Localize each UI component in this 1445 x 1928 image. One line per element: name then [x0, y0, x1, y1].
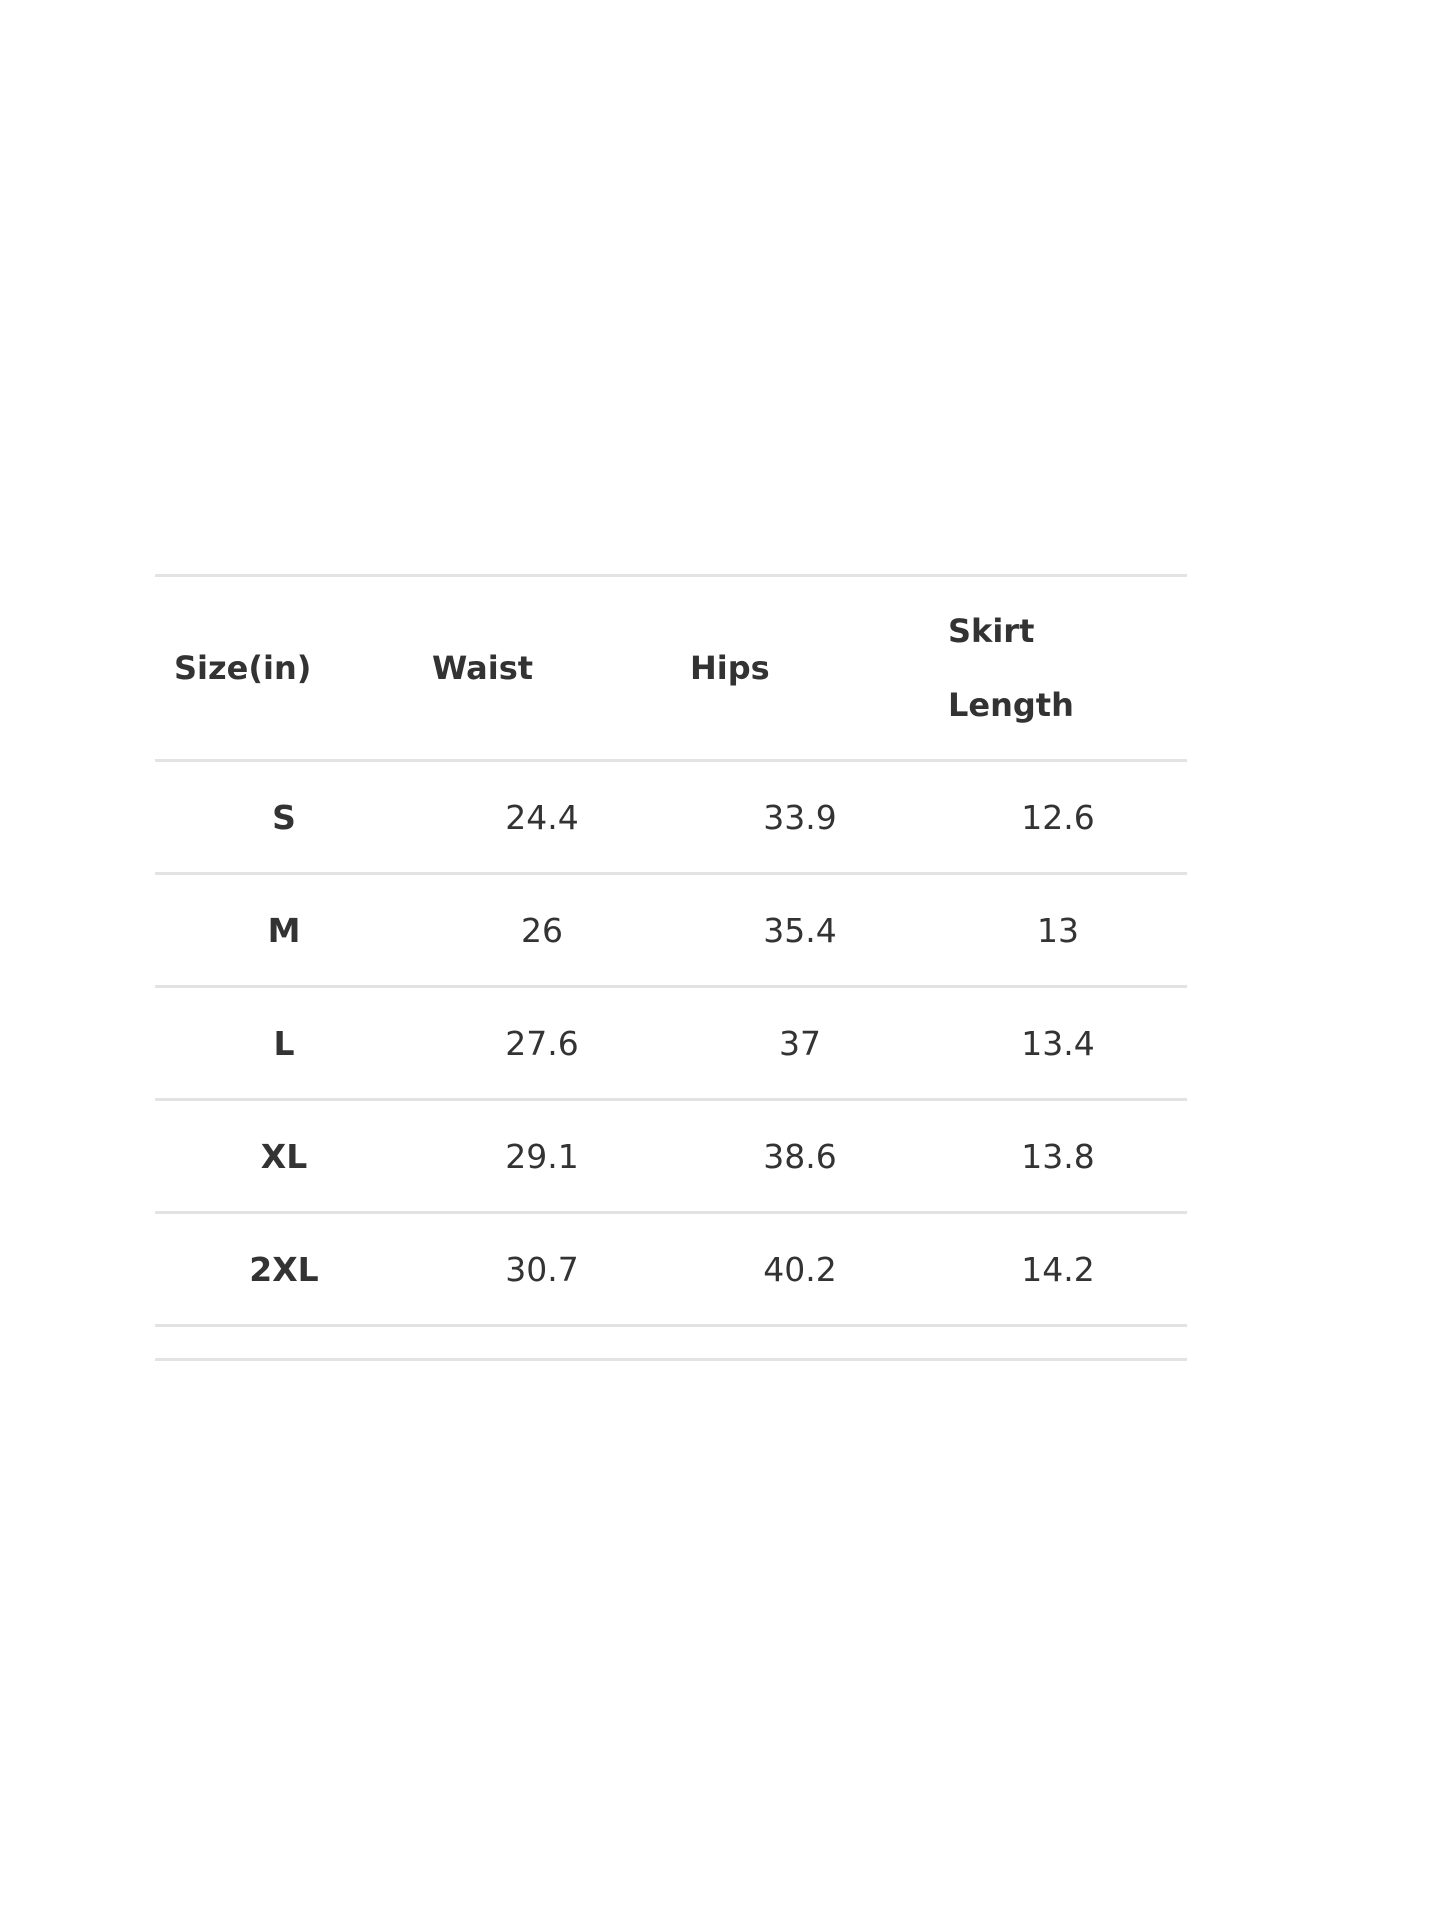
size-cell: XL — [155, 1099, 413, 1214]
empty-cell — [155, 1325, 413, 1361]
hips-cell: 35.4 — [671, 873, 929, 988]
waist-cell: 26 — [413, 873, 671, 988]
table-row: XL 29.1 38.6 13.8 — [155, 1099, 1187, 1214]
size-cell: S — [155, 760, 413, 875]
table-row: S 24.4 33.9 12.6 — [155, 760, 1187, 875]
table-row: L 27.6 37 13.4 — [155, 986, 1187, 1101]
empty-cell — [929, 1325, 1187, 1361]
empty-cell — [413, 1325, 671, 1361]
hips-cell: 38.6 — [671, 1099, 929, 1214]
waist-cell: 27.6 — [413, 986, 671, 1101]
table-row: 2XL 30.7 40.2 14.2 — [155, 1212, 1187, 1327]
size-cell: M — [155, 873, 413, 988]
size-cell: 2XL — [155, 1212, 413, 1327]
size-cell: L — [155, 986, 413, 1101]
hips-cell: 33.9 — [671, 760, 929, 875]
size-chart-table: Size(in) Waist Hips Skirt Length S 24.4 33… — [155, 574, 1187, 1361]
skirt-length-cell: 14.2 — [929, 1212, 1187, 1327]
skirt-length-cell: 12.6 — [929, 760, 1187, 875]
skirt-length-cell: 13.4 — [929, 986, 1187, 1101]
hips-cell: 40.2 — [671, 1212, 929, 1327]
skirt-length-cell: 13.8 — [929, 1099, 1187, 1214]
header-hips: Hips — [671, 575, 929, 762]
hips-cell: 37 — [671, 986, 929, 1101]
skirt-length-cell: 13 — [929, 873, 1187, 988]
waist-cell: 24.4 — [413, 760, 671, 875]
empty-row — [155, 1325, 1187, 1361]
table-row: M 26 35.4 13 — [155, 873, 1187, 988]
header-size: Size(in) — [155, 575, 413, 762]
header-waist: Waist — [413, 575, 671, 762]
header-row: Size(in) Waist Hips Skirt Length — [155, 575, 1187, 762]
empty-cell — [671, 1325, 929, 1361]
waist-cell: 29.1 — [413, 1099, 671, 1214]
header-skirt-length: Skirt Length — [929, 575, 1187, 762]
waist-cell: 30.7 — [413, 1212, 671, 1327]
